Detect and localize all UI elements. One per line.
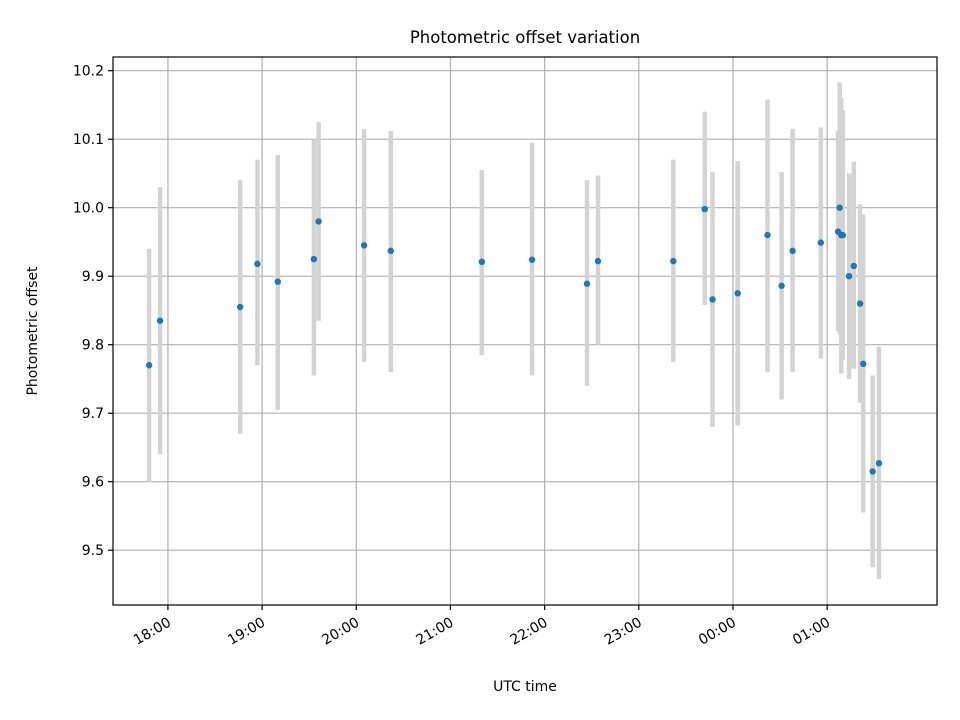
data-point	[845, 273, 853, 280]
data-point	[789, 247, 796, 255]
y-axis-label: Photometric offset	[25, 266, 41, 396]
data-point	[869, 468, 876, 475]
data-point	[839, 231, 847, 239]
x-gridlines	[167, 57, 828, 605]
y-tick-label: 10.2	[73, 64, 104, 80]
x-tick-label: 22:00	[508, 615, 551, 649]
plot-frame	[112, 56, 938, 606]
data-point	[254, 260, 261, 268]
x-tick-label: 20:00	[319, 615, 362, 649]
data-point	[478, 258, 486, 266]
data-point	[856, 300, 864, 307]
error-bars	[146, 82, 882, 579]
x-tick-label: 19:00	[225, 615, 268, 649]
data-point	[360, 242, 368, 249]
x-tick-label: 01:00	[790, 615, 833, 649]
data-point	[875, 460, 883, 467]
data-points	[145, 204, 883, 475]
data-point	[528, 256, 536, 263]
y-gridlines	[113, 70, 937, 551]
y-axis-ticks: 9.5 9.6 9.7 9.8 9.9 10.0 10.1 10.2	[73, 64, 113, 559]
data-point	[836, 204, 843, 211]
data-point	[764, 231, 771, 239]
y-tick-label: 9.9	[82, 269, 104, 285]
x-tick-label: 21:00	[413, 615, 456, 649]
data-point	[817, 239, 825, 246]
data-point	[734, 290, 741, 297]
x-axis-ticks: 18:00 19:00 20:00 21:00 22:00 23:00 00:00 01:00	[131, 605, 833, 649]
data-point	[274, 278, 281, 285]
data-point	[236, 303, 244, 311]
y-tick-label: 10.0	[73, 201, 104, 217]
data-point	[709, 296, 716, 303]
y-tick-label: 9.8	[82, 338, 104, 354]
data-point	[670, 257, 677, 265]
data-point	[778, 282, 785, 289]
chart-title: Photometric offset variation	[410, 28, 640, 47]
data-point	[594, 257, 602, 265]
data-point	[387, 247, 395, 255]
data-point	[583, 280, 591, 287]
y-tick-label: 9.7	[82, 406, 104, 422]
y-tick-label: 9.5	[82, 543, 104, 559]
x-tick-label: 00:00	[696, 615, 739, 649]
x-axis-label: UTC time	[493, 679, 557, 695]
y-tick-label: 9.6	[82, 475, 104, 491]
data-point	[156, 317, 164, 324]
x-tick-label: 23:00	[602, 615, 645, 649]
data-point	[310, 255, 318, 263]
data-point	[315, 218, 322, 225]
data-point	[701, 205, 708, 213]
data-point	[850, 262, 858, 270]
x-tick-label: 18:00	[131, 615, 174, 649]
data-point	[860, 360, 867, 368]
data-point	[145, 362, 153, 369]
y-tick-label: 10.1	[73, 132, 104, 148]
